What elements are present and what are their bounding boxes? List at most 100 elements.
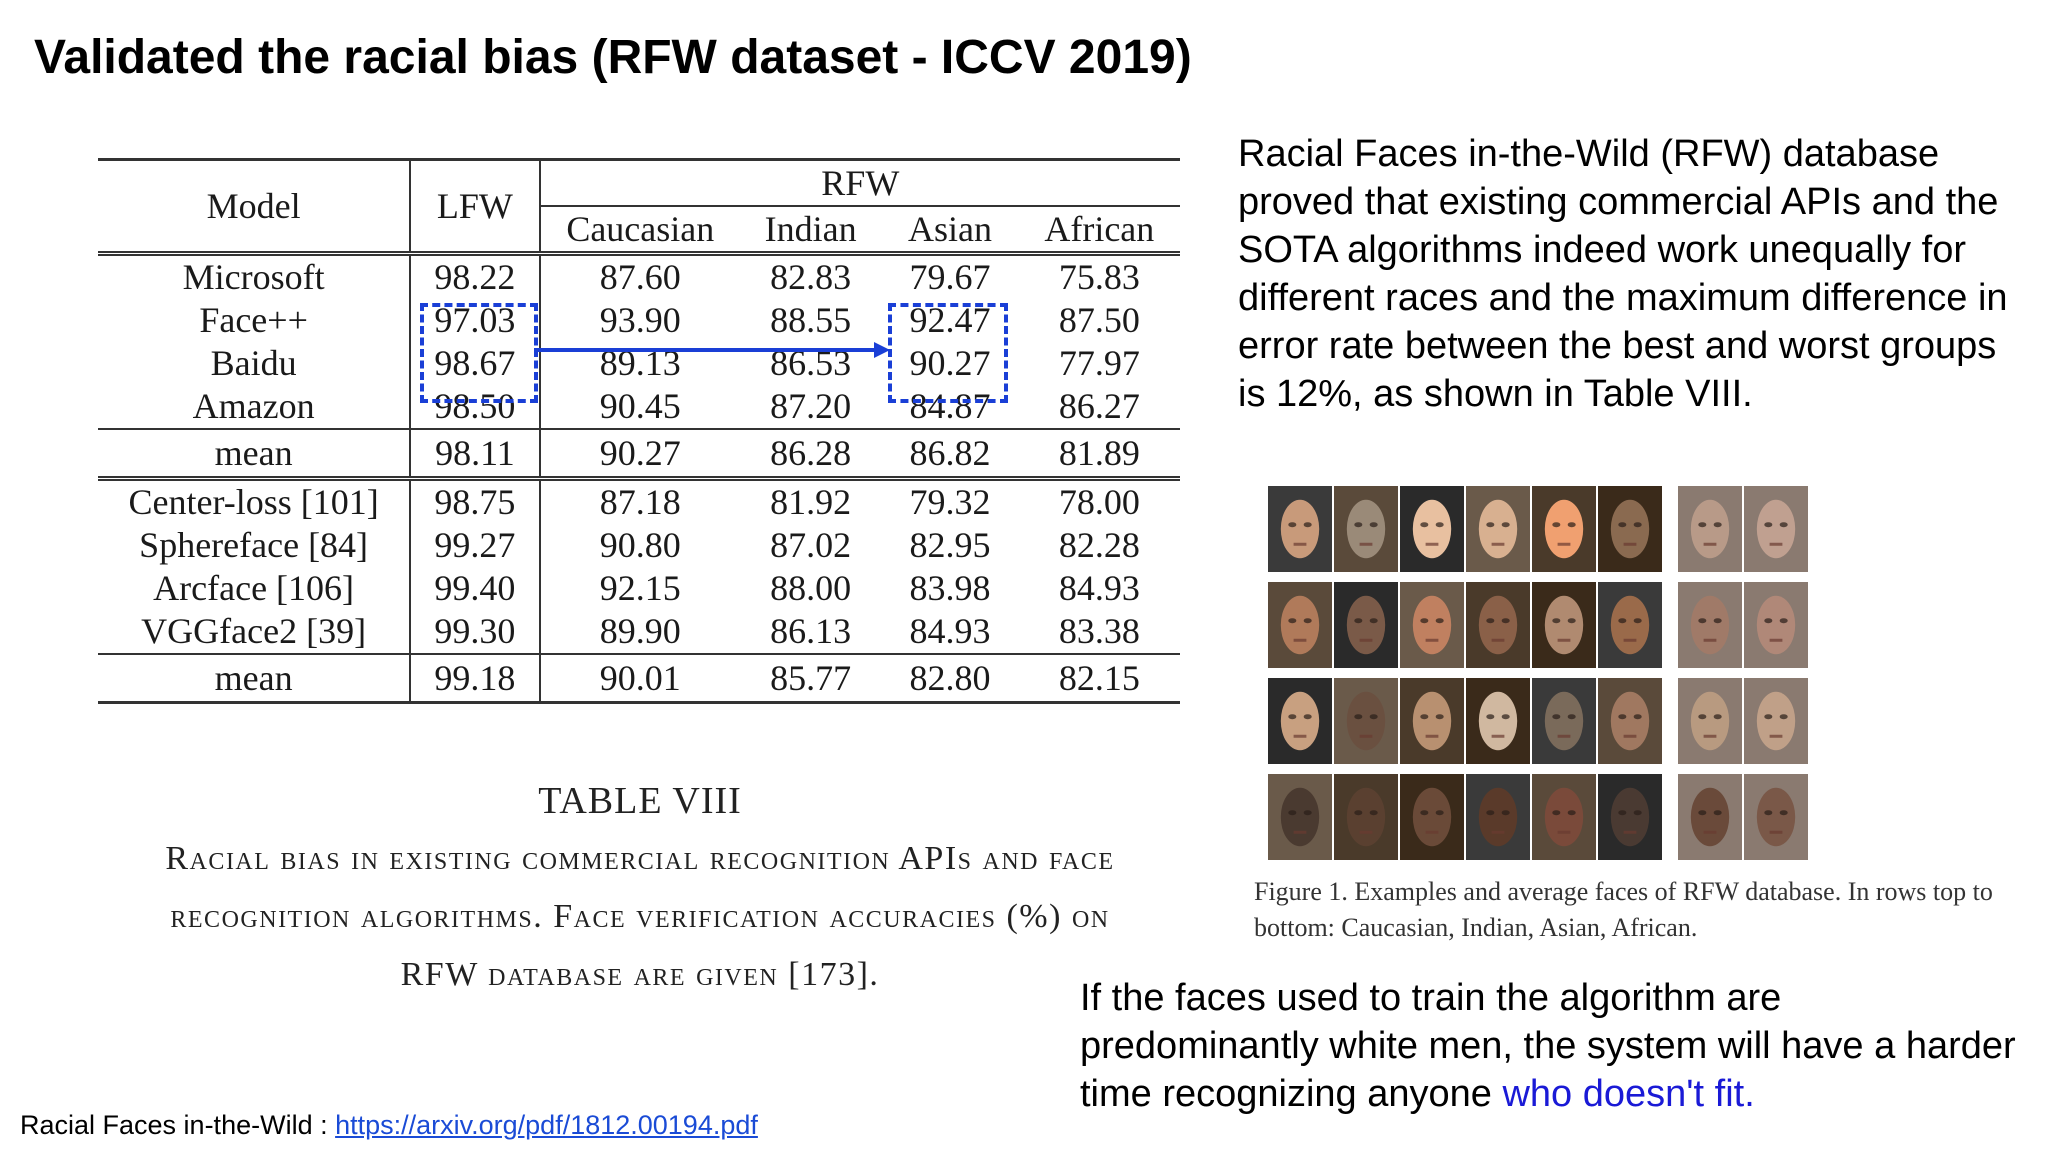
face-thumbnail (1598, 774, 1662, 860)
face-thumbnail (1400, 774, 1464, 860)
cell-asian: 79.32 (909, 482, 991, 522)
face-thumbnail (1400, 678, 1464, 764)
face-thumbnail (1334, 582, 1398, 668)
header-model: Model (98, 158, 412, 256)
average-face-thumbnail (1678, 582, 1742, 668)
cell-asian: 86.82 (881, 428, 1019, 481)
face-thumbnail (1532, 774, 1596, 860)
face-thumbnail (1400, 486, 1464, 572)
average-face-thumbnail (1678, 774, 1742, 860)
cell-lfw: 98.67 (410, 342, 541, 385)
face-thumbnail (1532, 582, 1596, 668)
cell-caucasian: 90.27 (539, 428, 740, 481)
footer-label: Racial Faces in-the-Wild : (20, 1110, 336, 1140)
face-thumbnail (1598, 486, 1662, 572)
cell-lfw: 98.50 (410, 385, 541, 429)
lfw-highlight-box (420, 303, 538, 403)
face-thumbnail (1400, 582, 1464, 668)
rfw-faces-figure (1268, 486, 1808, 860)
cell-model: Face++ (98, 299, 412, 342)
cell-lfw: 99.27 (410, 524, 541, 567)
face-thumbnail (1334, 678, 1398, 764)
cell-african: 78.00 (1058, 482, 1140, 522)
cell-african: 75.83 (1058, 257, 1140, 297)
table-row: Center-loss [101] 98.75 87.18 81.92 79.3… (98, 478, 1180, 524)
cell-indian: 87.02 (770, 525, 852, 565)
bias-conclusion-highlight: who doesn't fit. (1502, 1073, 1755, 1115)
cell-indian: 86.13 (770, 611, 852, 651)
table-row: Face++ 97.03 93.90 88.55 92.47 87.50 (98, 299, 1180, 342)
cell-model: Microsoft (98, 253, 412, 299)
average-face-thumbnail (1744, 678, 1808, 764)
cell-lfw: 98.75 (410, 478, 541, 524)
face-thumbnail (1532, 678, 1596, 764)
cell-african: 83.38 (1058, 611, 1140, 651)
cell-model: VGGface2 [39] (98, 610, 412, 654)
table-caption-line: Racial bias in existing commercial recog… (165, 840, 1115, 877)
rfw-accuracy-table: Model LFW RFW Caucasian Indian Asian Afr… (98, 158, 1180, 704)
cell-asian: 79.67 (909, 257, 991, 297)
face-thumbnail (1268, 678, 1332, 764)
cell-lfw: 98.22 (410, 253, 541, 299)
average-face-thumbnail (1678, 486, 1742, 572)
table-caption-title: TABLE VIII (538, 780, 742, 822)
table-row: Amazon 98.50 90.45 87.20 84.87 86.27 (98, 385, 1180, 429)
asian-highlight-box (888, 303, 1008, 403)
header-asian: Asian (881, 206, 1019, 256)
bias-conclusion: If the faces used to train the algorithm… (1080, 974, 2020, 1118)
cell-african: 77.97 (1058, 343, 1140, 383)
cell-caucasian: 87.18 (599, 482, 681, 522)
table-caption: TABLE VIII Racial bias in existing comme… (30, 772, 1250, 1004)
cell-indian: 88.00 (770, 568, 852, 608)
cell-african: 87.50 (1058, 300, 1140, 340)
cell-lfw: 98.11 (410, 428, 541, 481)
cell-indian: 88.55 (770, 300, 852, 340)
header-indian: Indian (739, 206, 882, 256)
cell-model: mean (98, 428, 412, 481)
table-row: Microsoft 98.22 87.60 82.83 79.67 75.83 (98, 253, 1180, 299)
cell-asian: 90.27 (909, 343, 991, 383)
cell-caucasian: 93.90 (599, 300, 681, 340)
bias-conclusion-main: If the faces used to train the algorithm… (1080, 977, 2016, 1115)
cell-caucasian: 90.80 (599, 525, 681, 565)
cell-asian: 82.80 (881, 653, 1019, 704)
cell-african: 84.93 (1058, 568, 1140, 608)
cell-asian: 82.95 (909, 525, 991, 565)
cell-model: Center-loss [101] (98, 478, 412, 524)
cell-model: Arcface [106] (98, 567, 412, 610)
table-row: Baidu 98.67 89.13 86.53 90.27 77.97 (98, 342, 1180, 385)
face-thumbnail (1466, 678, 1530, 764)
average-face-thumbnail (1744, 582, 1808, 668)
face-thumbnail (1466, 486, 1530, 572)
arxiv-link[interactable]: https://arxiv.org/pdf/1812.00194.pdf (335, 1110, 758, 1140)
cell-indian: 81.92 (770, 482, 852, 522)
header-rfw-group: RFW (539, 158, 1180, 207)
cell-indian: 85.77 (739, 653, 882, 704)
comparison-arrow (534, 342, 890, 358)
cell-lfw: 99.30 (410, 610, 541, 654)
table-row: Arcface [106] 99.40 92.15 88.00 83.98 84… (98, 567, 1180, 610)
table-row: VGGface2 [39] 99.30 89.90 86.13 84.93 83… (98, 610, 1180, 654)
table-caption-line: RFW database are given [173]. (400, 956, 880, 993)
face-thumbnail (1268, 582, 1332, 668)
cell-caucasian: 87.60 (599, 257, 681, 297)
face-thumbnail (1268, 774, 1332, 860)
average-face-thumbnail (1744, 774, 1808, 860)
face-thumbnail (1334, 486, 1398, 572)
face-thumbnail (1598, 582, 1662, 668)
header-african: African (1018, 206, 1180, 256)
cell-indian: 87.20 (770, 386, 852, 426)
cell-african: 82.28 (1058, 525, 1140, 565)
rfw-table-block: Model LFW RFW Caucasian Indian Asian Afr… (98, 158, 1180, 704)
face-thumbnail (1466, 774, 1530, 860)
cell-asian: 83.98 (909, 568, 991, 608)
cell-model: Sphereface [84] (98, 524, 412, 567)
cell-caucasian: 89.90 (599, 611, 681, 651)
average-face-thumbnail (1678, 678, 1742, 764)
cell-model: mean (98, 653, 412, 704)
cell-asian: 84.87 (909, 386, 991, 426)
face-thumbnail (1466, 582, 1530, 668)
average-face-thumbnail (1744, 486, 1808, 572)
face-thumbnail (1268, 486, 1332, 572)
cell-asian: 84.93 (909, 611, 991, 651)
